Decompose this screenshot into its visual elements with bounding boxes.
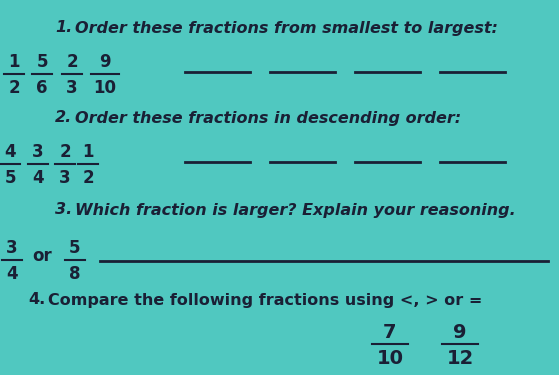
Text: 3.: 3. [55,202,72,217]
Text: 6: 6 [36,79,48,97]
Text: 5: 5 [36,53,48,71]
Text: 2: 2 [82,169,94,187]
Text: or: or [32,247,52,265]
Text: 2.: 2. [55,111,72,126]
Text: 3: 3 [6,239,18,257]
Text: 10: 10 [377,348,404,368]
Text: 5: 5 [69,239,80,257]
Text: 1.: 1. [55,21,72,36]
Text: 2: 2 [8,79,20,97]
Text: 4: 4 [4,143,16,161]
Text: 8: 8 [69,265,80,283]
Text: 9: 9 [99,53,111,71]
Text: 7: 7 [383,322,397,342]
Text: 3: 3 [59,169,71,187]
Text: 1: 1 [82,143,94,161]
Text: 5: 5 [4,169,16,187]
Text: 3: 3 [66,79,78,97]
Text: 10: 10 [93,79,116,97]
Text: 12: 12 [447,348,473,368]
Text: 2: 2 [66,53,78,71]
Text: Order these fractions from smallest to largest:: Order these fractions from smallest to l… [75,21,498,36]
Text: Which fraction is larger? Explain your reasoning.: Which fraction is larger? Explain your r… [75,202,516,217]
Text: Compare the following fractions using <, > or =: Compare the following fractions using <,… [48,292,482,308]
Text: 4: 4 [6,265,18,283]
Text: Order these fractions in descending order:: Order these fractions in descending orde… [75,111,461,126]
Text: 3: 3 [32,143,44,161]
Text: 1: 1 [8,53,20,71]
Text: 4: 4 [32,169,44,187]
Text: 2: 2 [59,143,71,161]
Text: 4.: 4. [28,292,45,308]
Text: 9: 9 [453,322,467,342]
